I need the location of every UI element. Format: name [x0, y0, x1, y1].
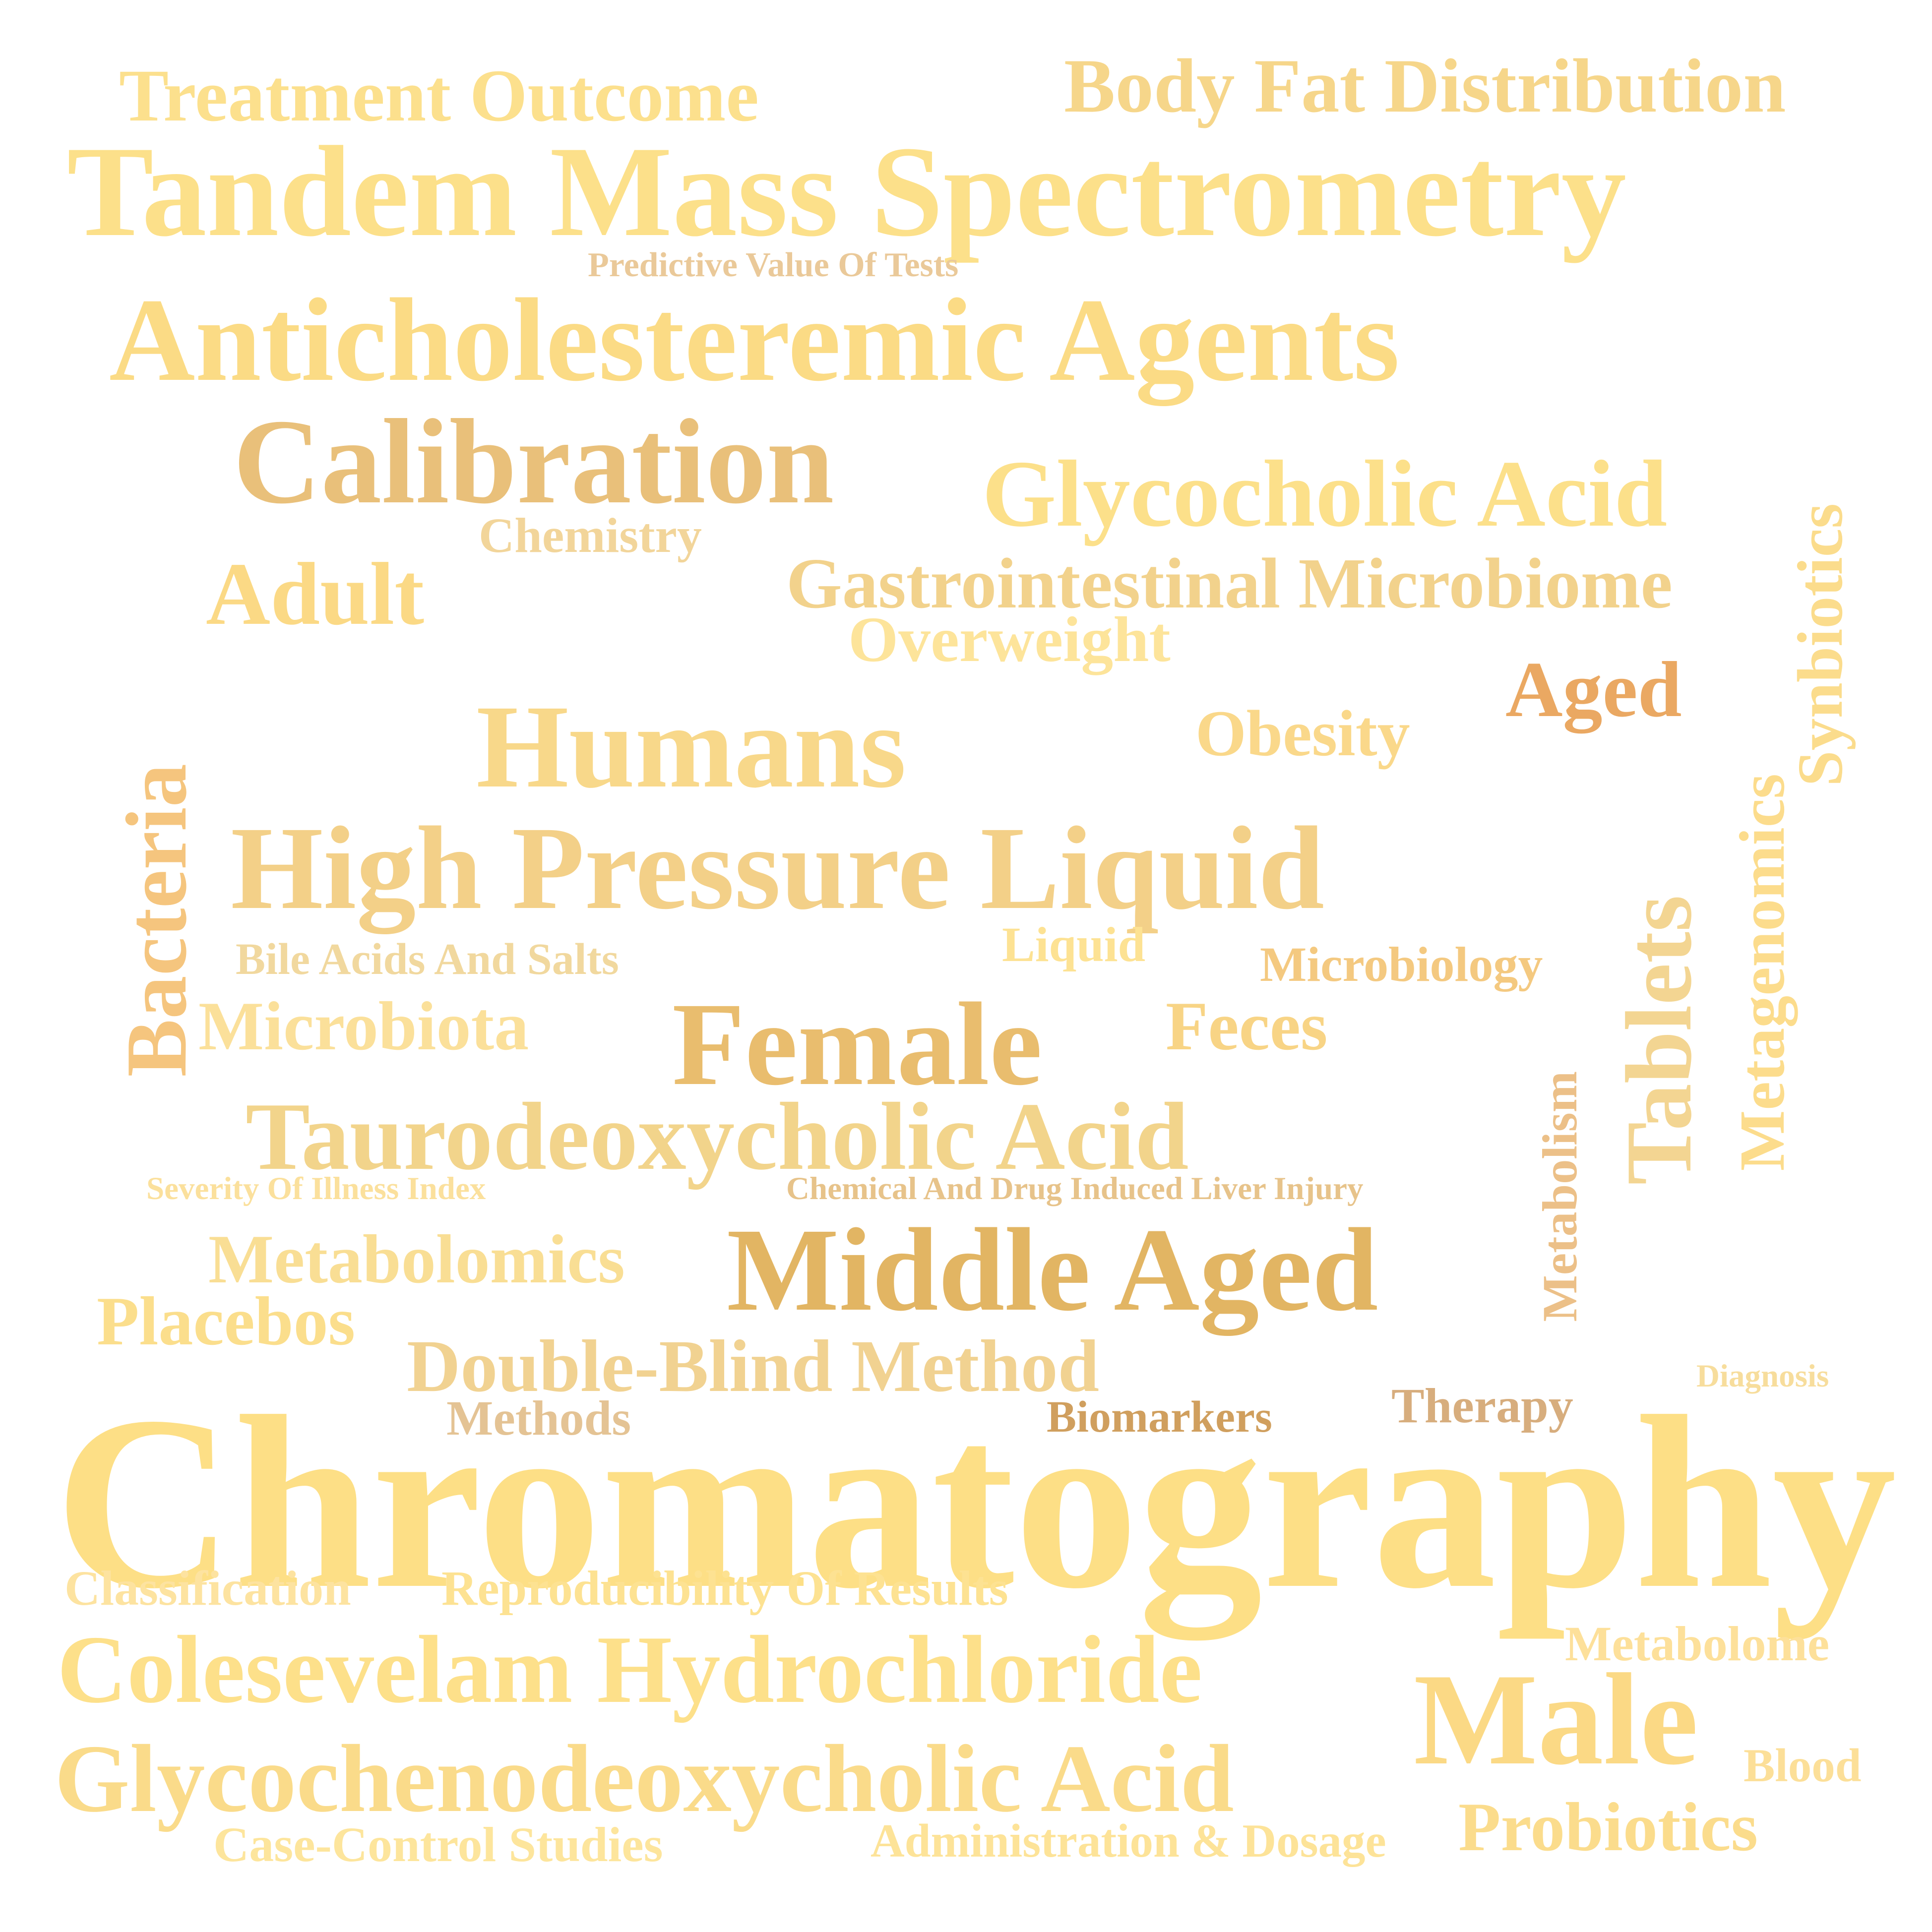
- word-male: Male: [1414, 1647, 1698, 1792]
- word-treatment-outcome: Treatment Outcome: [119, 55, 759, 137]
- word-metabolism: Metabolism: [1532, 1071, 1587, 1322]
- word-aged: Aged: [1505, 645, 1682, 733]
- word-female: Female: [672, 978, 1043, 1110]
- word-high-pressure-liquid: High Pressure Liquid: [231, 802, 1324, 934]
- word-bacteria: Bacteria: [108, 764, 204, 1077]
- word-colesevelam-hydrochloride: Colesevelam Hydrochloride: [57, 1616, 1202, 1723]
- word-administration-and-dosage: Administration & Dosage: [871, 1814, 1386, 1867]
- word-synbiotics: Synbiotics: [1785, 503, 1856, 786]
- word-humans: Humans: [476, 680, 906, 812]
- word-gastrointestinal-microbiome: Gastrointestinal Microbiome: [786, 544, 1673, 623]
- word-severity-of-illness-index: Severity Of Illness Index: [146, 1171, 486, 1207]
- word-taurodeoxycholic-acid: Taurodeoxycholic Acid: [246, 1083, 1189, 1190]
- word-microbiology: Microbiology: [1260, 937, 1543, 992]
- word-methods: Methods: [446, 1390, 631, 1446]
- word-classification: Classification: [64, 1561, 351, 1616]
- word-feces: Feces: [1166, 988, 1328, 1065]
- word-body-fat-distribution: Body Fat Distribution: [1064, 43, 1786, 128]
- word-chemical-and-drug-induced-liver-injury: Chemical And Drug Induced Liver Injury: [786, 1171, 1364, 1207]
- word-middle-aged: Middle Aged: [727, 1204, 1378, 1335]
- word-double-blind-method: Double-Blind Method: [407, 1325, 1100, 1407]
- word-glycocholic-acid: Glycocholic Acid: [982, 441, 1668, 546]
- word-metabolome: Metabolome: [1565, 1616, 1830, 1671]
- word-biomarkers: Biomarkers: [1047, 1392, 1272, 1442]
- word-microbiota: Microbiota: [198, 988, 529, 1065]
- word-predictive-value-of-tests: Predictive Value Of Tests: [588, 246, 959, 284]
- word-chemistry: Chemistry: [479, 508, 702, 563]
- word-metagenomics: Metagenomics: [1727, 774, 1798, 1171]
- word-calibration: Calibration: [233, 394, 834, 529]
- word-glycochenodeoxycholic-acid: Glycochenodeoxycholic Acid: [55, 1725, 1234, 1832]
- word-tablets: Tablets: [1607, 895, 1711, 1185]
- word-chromatography: Chromatography: [55, 1365, 1897, 1640]
- word-reproducibility-of-results: Reproducibility Of Results: [441, 1561, 1008, 1616]
- word-diagnosis: Diagnosis: [1696, 1358, 1829, 1394]
- word-obesity: Obesity: [1195, 697, 1410, 770]
- word-tandem-mass-spectrometry: Tandem Mass Spectrometry: [67, 120, 1626, 263]
- word-overweight: Overweight: [848, 604, 1171, 675]
- word-liquid: Liquid: [1002, 917, 1146, 972]
- word-probiotics: Probiotics: [1458, 1789, 1758, 1866]
- word-placebos: Placebos: [97, 1283, 356, 1360]
- word-adult: Adult: [206, 544, 425, 643]
- word-case-control-studies: Case-Control Studies: [213, 1817, 663, 1872]
- word-anticholesteremic-agents: Anticholesteremic Agents: [109, 274, 1400, 406]
- word-metabolomics: Metabolomics: [208, 1221, 625, 1298]
- word-blood: Blood: [1744, 1739, 1862, 1792]
- word-bile-acids-and-salts: Bile Acids And Salts: [236, 935, 619, 984]
- word-therapy: Therapy: [1391, 1378, 1573, 1433]
